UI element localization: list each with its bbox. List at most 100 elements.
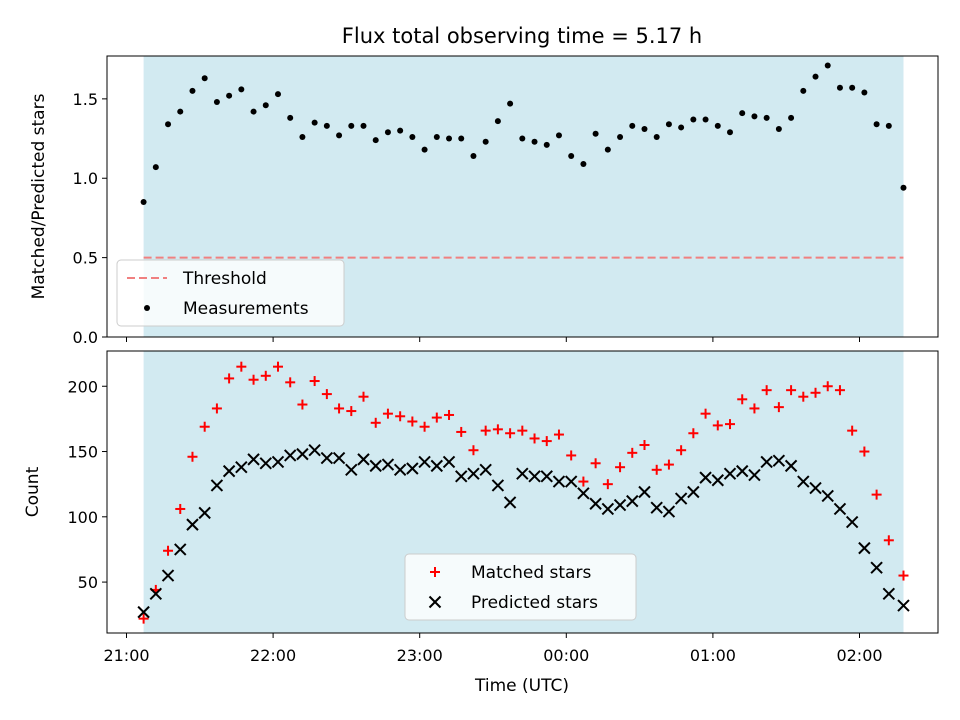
predicted-star-point [821, 489, 834, 503]
predicted-star-point [442, 455, 456, 469]
predicted-star-point [662, 505, 676, 518]
measurement-point [788, 114, 795, 121]
x-tick-label: 00:00 [543, 646, 589, 665]
matched-star-point [578, 476, 589, 487]
measurement-point [262, 102, 269, 109]
matched-star-point [211, 403, 222, 414]
predicted-star-point [784, 459, 798, 473]
y-tick-label: 50 [78, 573, 98, 592]
x-tick-label: 22:00 [250, 646, 296, 665]
matched-star-point [663, 459, 674, 470]
measurement-point [690, 116, 697, 123]
matched-star-point [272, 361, 283, 372]
measurement-point [641, 126, 648, 133]
predicted-star-point [271, 455, 285, 469]
matched-star-point [529, 433, 540, 444]
predicted-star-point [564, 475, 578, 488]
measurement-point [519, 135, 526, 142]
predicted-star-point [247, 453, 260, 466]
measurement-point [299, 133, 306, 140]
predicted-star-point [296, 447, 309, 461]
measurement-point [213, 99, 220, 106]
predicted-star-point [320, 451, 334, 465]
predicted-star-point [516, 467, 529, 480]
predicted-star-point [613, 498, 627, 512]
measurement-point [555, 132, 562, 139]
measurement-point [714, 122, 721, 129]
matched-star-point [553, 429, 564, 440]
matched-star-point [639, 440, 650, 450]
legend-box [404, 553, 637, 621]
x-tick-label: 01:00 [690, 646, 736, 665]
matched-star-point [431, 412, 442, 423]
measurement-point [629, 122, 636, 129]
measurement-point [812, 73, 819, 80]
predicted-star-point [772, 454, 786, 467]
y-tick-label: 150 [67, 443, 98, 462]
matched-star-point [834, 385, 845, 396]
measurement-point [885, 122, 892, 129]
predicted-star-point [455, 470, 468, 483]
predicted-star-point [858, 541, 871, 555]
matched-star-point [761, 385, 772, 396]
measurement-point [177, 108, 184, 115]
predicted-star-point [393, 463, 407, 477]
predicted-star-point [870, 561, 883, 574]
matched-star-point [602, 479, 613, 490]
matched-star-point [773, 402, 784, 413]
predicted-star-point [626, 494, 639, 508]
predicted-star-point [308, 444, 321, 457]
matched-star-point [444, 409, 455, 420]
measurement-point [604, 146, 611, 153]
predicted-star-point [577, 487, 590, 500]
matched-star-point [505, 428, 516, 439]
matched-star-point [224, 373, 235, 384]
matched-star-point [346, 406, 357, 417]
matched-star-point [786, 385, 797, 396]
measurement-point [824, 62, 831, 69]
measurement-point [751, 113, 758, 120]
matched-star-point [285, 377, 296, 388]
x-tick-label: 23:00 [397, 646, 443, 665]
matched-star-point [163, 545, 174, 556]
predicted-star-point [897, 599, 910, 612]
measurement-point [900, 184, 907, 191]
predicted-star-point [638, 485, 651, 499]
matched-star-point [297, 399, 308, 410]
predicted-star-point [552, 475, 566, 488]
measurement-point [665, 121, 672, 128]
predicted-star-point [137, 605, 150, 619]
measurement-point [397, 127, 404, 134]
matched-star-point [847, 425, 858, 436]
measurement-point [311, 119, 318, 126]
matched-star-point [382, 408, 393, 419]
matched-star-point [309, 376, 320, 387]
y-tick-label: 100 [67, 508, 98, 527]
measurement-point [433, 133, 440, 140]
panel-frame-2 [106, 350, 939, 634]
matched-star-point [492, 424, 503, 435]
measurement-point [336, 132, 343, 139]
predicted-star-point [235, 460, 248, 474]
matched-star-point [810, 387, 821, 398]
measurement-point [653, 133, 660, 140]
y-tick-label: 1.0 [73, 169, 98, 188]
predicted-star-point [674, 492, 688, 505]
measurement-point [360, 122, 367, 129]
matched-star-point [871, 489, 882, 500]
measurement-point [189, 87, 196, 94]
measurement-point [482, 138, 489, 145]
x-tick-label: 21:00 [103, 646, 149, 665]
legend-label: Measurements [183, 299, 309, 319]
predicted-star-point [161, 569, 175, 582]
measurement-point [421, 146, 428, 153]
measurement-point [201, 75, 208, 82]
matched-star-point [651, 464, 662, 475]
predicted-star-point [259, 457, 272, 470]
measurement-point [592, 130, 599, 137]
predicted-star-point [711, 474, 724, 487]
predicted-star-point [650, 501, 663, 514]
predicted-star-point [381, 458, 395, 471]
measurement-point [165, 121, 172, 128]
matched-star-point [822, 381, 833, 392]
